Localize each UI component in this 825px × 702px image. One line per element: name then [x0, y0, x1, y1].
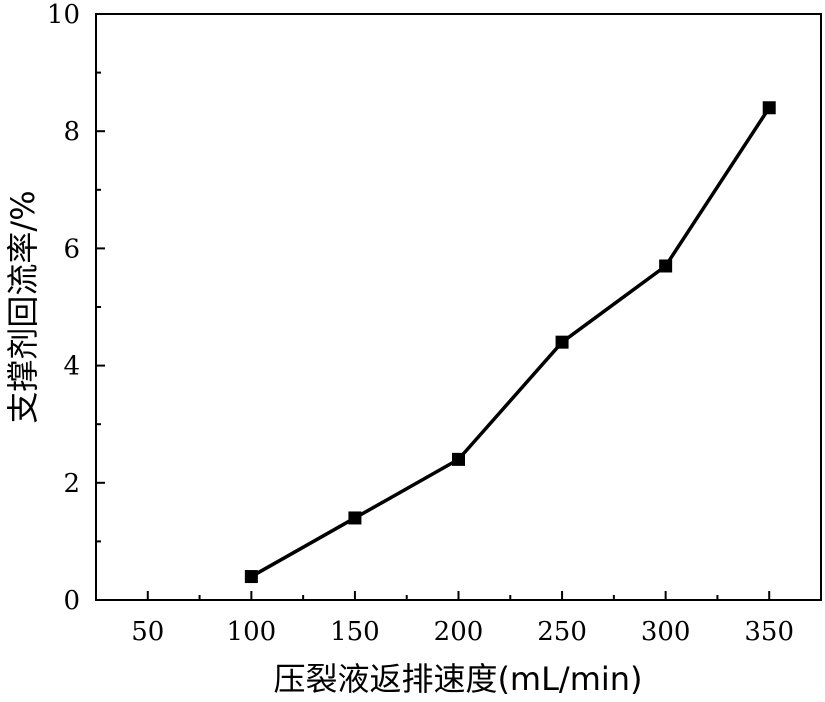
y-axis-ticks: 0 2 4 6 8 10: [47, 0, 105, 616]
data-point-marker: [244, 570, 258, 584]
x-tick-label: 200: [434, 617, 484, 647]
y-axis-title: 支撑剂回流率/%: [4, 190, 42, 423]
series-layer: [244, 101, 776, 584]
x-tick-label: 250: [537, 617, 587, 647]
y-tick-label: 2: [63, 469, 80, 499]
data-point-marker: [659, 259, 673, 273]
data-point-marker: [762, 101, 776, 115]
x-tick-label: 150: [330, 617, 380, 647]
y-tick-label: 0: [63, 586, 80, 616]
y-tick-label: 4: [63, 352, 80, 382]
x-tick-label: 50: [131, 617, 164, 647]
data-point-marker: [555, 335, 569, 349]
y-tick-label: 6: [63, 234, 80, 264]
x-axis-ticks: 50 100 150 200 250 300 350: [131, 591, 794, 647]
x-tick-label: 100: [227, 617, 277, 647]
series-line: [250, 106, 771, 579]
x-axis-title: 压裂液返排速度(mL/min): [273, 660, 642, 698]
x-tick-label: 300: [641, 617, 691, 647]
data-point-marker: [452, 452, 465, 466]
plot-frame: [95, 13, 822, 601]
y-tick-label: 8: [63, 117, 80, 147]
y-tick-label: 10: [47, 0, 80, 30]
x-tick-label: 350: [744, 617, 794, 647]
data-point-marker: [348, 511, 362, 525]
